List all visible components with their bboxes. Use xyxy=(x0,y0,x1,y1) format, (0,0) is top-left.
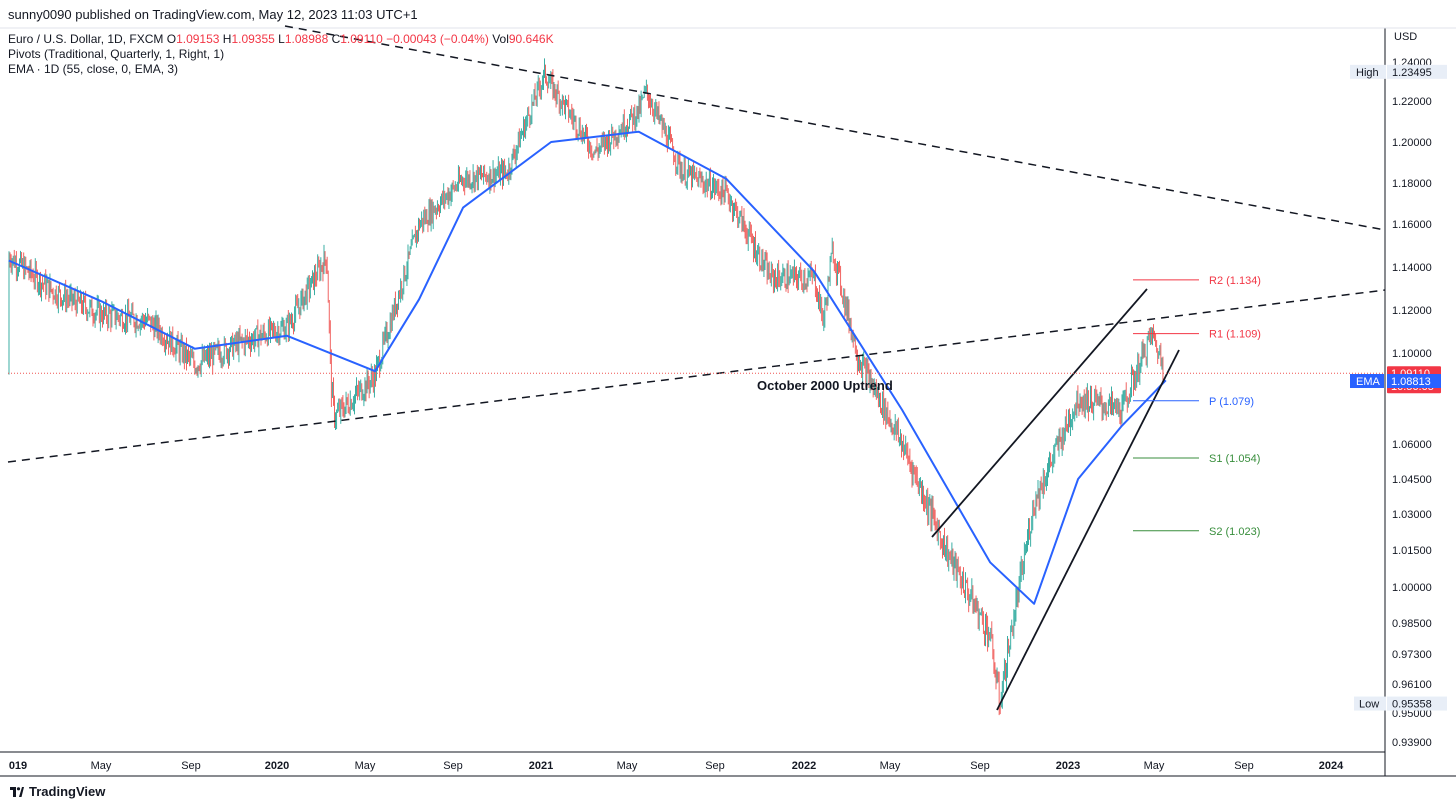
price-tick-label: 1.12000 xyxy=(1392,305,1432,317)
low-value-bg xyxy=(1387,696,1447,711)
ohlc-value-H: 1.09355 xyxy=(231,32,275,46)
low-value-label: 0.95358 xyxy=(1392,699,1432,711)
ohlc-value-O: 1.09153 xyxy=(176,32,220,46)
change-value: −0.00043 (−0.04%) xyxy=(386,32,489,46)
price-tick-label: 0.93900 xyxy=(1392,737,1432,749)
price-axis-unit: USD xyxy=(1394,31,1417,43)
time-tick-label: May xyxy=(880,760,901,772)
ohlc-values: O1.09153 H1.09355 L1.08988 C1.09110 xyxy=(167,32,383,46)
low-tag-bg xyxy=(1354,696,1386,711)
price-tick-label: 1.03000 xyxy=(1392,509,1432,521)
footer-brand: TradingView xyxy=(29,784,106,799)
tradingview-logo-icon xyxy=(10,786,24,797)
pivot-label-s1: S1 (1.054) xyxy=(1209,453,1260,465)
price-tick-label: 1.20000 xyxy=(1392,137,1432,149)
wedge-upper-line xyxy=(931,288,1148,538)
wedge-lower-line xyxy=(996,349,1180,711)
high-value-bg xyxy=(1387,64,1447,79)
time-tick-label: 019 xyxy=(9,760,27,772)
time-tick-label: Sep xyxy=(705,760,725,772)
time-tick-label: May xyxy=(617,760,638,772)
high-value-label: 1.23495 xyxy=(1392,67,1432,79)
price-tick-label: 1.06000 xyxy=(1392,439,1432,451)
time-tick-label: 2020 xyxy=(265,760,289,772)
time-tick-label: 2023 xyxy=(1056,760,1080,772)
ema-tag-bg xyxy=(1350,374,1384,389)
price-tick-label: 0.97300 xyxy=(1392,649,1432,661)
price-tick-label: 1.10000 xyxy=(1392,348,1432,360)
ohlc-key-L: L xyxy=(274,32,285,46)
price-tick-label: 0.96100 xyxy=(1392,679,1432,691)
ohlc-key-O: O xyxy=(166,32,177,46)
volume-value: 90.646K xyxy=(508,32,554,46)
volume-label: Vol xyxy=(492,32,509,46)
ema-value-label: 1.08813 xyxy=(1391,376,1431,388)
price-tick-label: 1.16000 xyxy=(1392,219,1432,231)
price-tick-label: 1.00000 xyxy=(1392,582,1432,594)
symbol-title[interactable]: Euro / U.S. Dollar, 1D, FXCM xyxy=(8,32,164,46)
time-tick-label: 2021 xyxy=(529,760,553,772)
time-tick-label: 2022 xyxy=(792,760,816,772)
time-tick-label: 2024 xyxy=(1319,760,1344,772)
pivot-label-s2: S2 (1.023) xyxy=(1209,526,1260,538)
price-tick-label: 0.98500 xyxy=(1392,618,1432,630)
price-tick-label: 1.14000 xyxy=(1392,262,1432,274)
october-2000-uptrend-line xyxy=(7,289,1386,463)
published-line: sunny0090 published on TradingView.com, … xyxy=(8,7,418,22)
ema-legend[interactable]: EMA · 1D (55, close, 0, EMA, 3) xyxy=(8,62,179,76)
time-tick-label: May xyxy=(91,760,112,772)
low-tag-label: Low xyxy=(1359,699,1379,711)
ema-value-bg xyxy=(1387,374,1441,389)
pivot-label-p: P (1.079) xyxy=(1209,396,1254,408)
ohlc-value-C: 1.09110 xyxy=(340,32,383,46)
price-tick-label: 1.04500 xyxy=(1392,474,1432,486)
time-tick-label: Sep xyxy=(970,760,990,772)
high-tag-bg xyxy=(1350,64,1386,79)
trendline-annotation: October 2000 Uptrend xyxy=(757,378,893,393)
ohlc-key-H: H xyxy=(219,32,232,46)
price-tick-label: 0.95000 xyxy=(1392,708,1432,720)
ema-tag-label: EMA xyxy=(1356,376,1381,388)
ema-line xyxy=(8,130,1167,605)
high-tag-label: High xyxy=(1356,67,1379,79)
ohlc-value-L: 1.08988 xyxy=(284,32,329,46)
time-tick-label: May xyxy=(355,760,376,772)
tradingview-footer: TradingView xyxy=(10,784,105,799)
time-tick-label: Sep xyxy=(1234,760,1254,772)
price-tick-label: 1.01500 xyxy=(1392,545,1432,557)
time-tick-label: Sep xyxy=(181,760,201,772)
ohlc-key-C: C xyxy=(328,32,341,46)
pivot-label-r1: R1 (1.109) xyxy=(1209,329,1261,341)
time-tick-label: Sep xyxy=(443,760,463,772)
long-term-downtrend-line xyxy=(284,25,1386,231)
pivots-legend[interactable]: Pivots (Traditional, Quarterly, 1, Right… xyxy=(8,47,225,61)
price-tick-label: 1.18000 xyxy=(1392,178,1432,190)
time-tick-label: May xyxy=(1144,760,1165,772)
symbol-legend: Euro / U.S. Dollar, 1D, FXCM O1.09153 H1… xyxy=(8,31,554,47)
price-tick-label: 1.22000 xyxy=(1392,96,1432,108)
pivot-label-r2: R2 (1.134) xyxy=(1209,275,1261,287)
